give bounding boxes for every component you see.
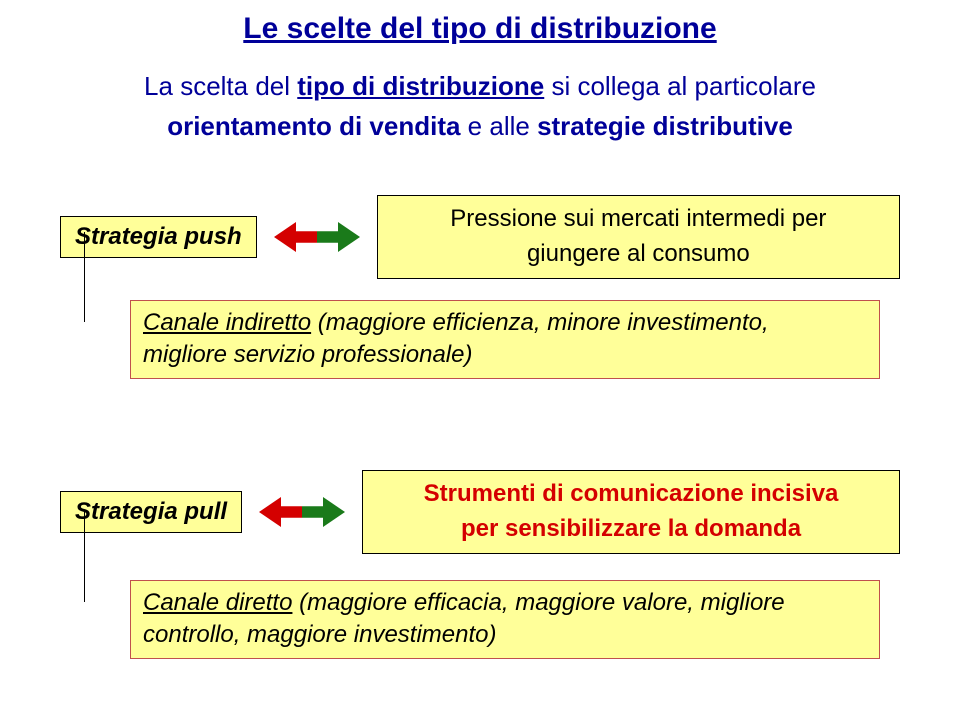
- tools-line2: per sensibilizzare la domanda: [377, 512, 885, 547]
- indirect-rest1: (maggiore efficienza, minore investiment…: [311, 309, 769, 336]
- intro-bold-underline: tipo di distribuzione: [297, 71, 544, 101]
- direct-underline: Canale diretto: [143, 589, 292, 616]
- pressure-line2: giungere al consumo: [392, 237, 885, 272]
- direct-rest2: controllo, maggiore investimento): [143, 621, 497, 648]
- indirect-rest2: migliore servizio professionale): [143, 341, 472, 368]
- double-arrow-icon: [242, 497, 362, 527]
- page-title: Le scelte del tipo di distribuzione: [0, 0, 960, 66]
- arrow-svg-2: [259, 497, 345, 527]
- direct-channel-box: Canale diretto (maggiore efficacia, magg…: [130, 580, 880, 659]
- intro-block: La scelta del tipo di distribuzione si c…: [0, 66, 960, 177]
- pressure-line1: Pressione sui mercati intermedi per: [392, 202, 885, 237]
- intro-text: La scelta del tipo di distribuzione si c…: [144, 66, 816, 147]
- intro-mid2: e alle: [460, 111, 537, 141]
- push-row: Strategia push Pressione sui mercati int…: [0, 195, 960, 279]
- title-text: Le scelte del tipo di distribuzione: [243, 12, 716, 45]
- intro-b1: orientamento di vendita: [167, 111, 460, 141]
- indirect-channel-box: Canale indiretto (maggiore efficienza, m…: [130, 300, 880, 379]
- intro-b2: strategie distributive: [537, 111, 793, 141]
- pressure-box: Pressione sui mercati intermedi per giun…: [377, 195, 900, 279]
- arrow-svg-1: [274, 222, 360, 252]
- tools-box: Strumenti di comunicazione incisiva per …: [362, 470, 900, 554]
- pull-box: Strategia pull: [60, 491, 242, 533]
- pull-label: Strategia pull: [75, 498, 227, 525]
- direct-rest1: (maggiore efficacia, maggiore valore, mi…: [292, 589, 784, 616]
- push-label: Strategia push: [75, 223, 242, 250]
- intro-mid: si collega al particolare: [544, 71, 816, 101]
- connector-line-1: [84, 232, 85, 322]
- tools-line1: Strumenti di comunicazione incisiva: [377, 477, 885, 512]
- double-arrow-icon: [257, 222, 377, 252]
- pull-row: Strategia pull Strumenti di comunicazion…: [0, 470, 960, 554]
- connector-line-2: [84, 510, 85, 602]
- push-box: Strategia push: [60, 216, 257, 258]
- intro-pre: La scelta del: [144, 71, 297, 101]
- indirect-underline: Canale indiretto: [143, 309, 311, 336]
